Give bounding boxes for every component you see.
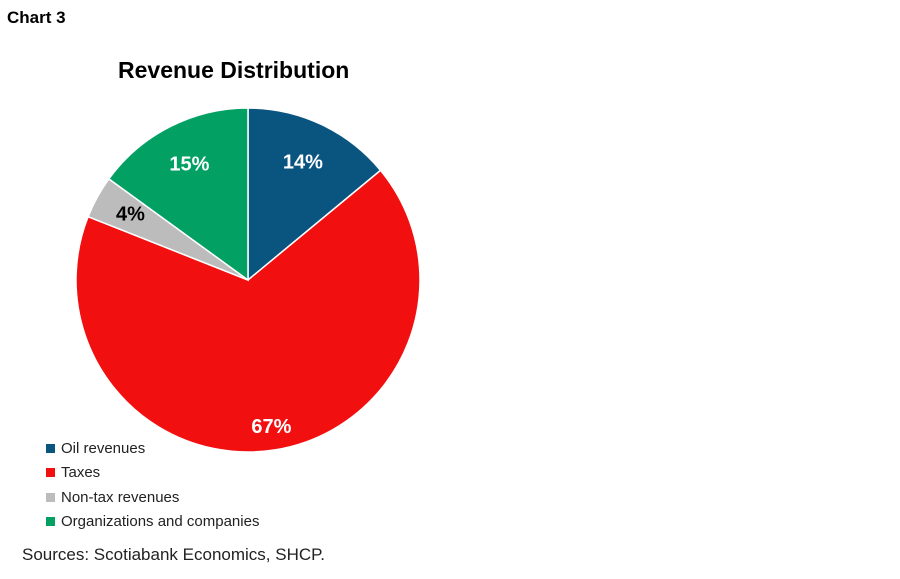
legend-label: Taxes — [61, 464, 101, 482]
chart-legend: Oil revenues Taxes Non-tax revenues Organiz… — [46, 436, 259, 534]
source-note: Sources: Scotiabank Economics, SHCP. — [22, 545, 325, 564]
pie-data-label: 67% — [251, 416, 291, 438]
pie-slice-organizations-and-companies — [107, 107, 249, 282]
legend-swatch — [46, 492, 55, 502]
pie-slice-oil-revenues — [247, 107, 382, 282]
pie-data-label: 14% — [283, 152, 323, 174]
chart-number-label: Chart 3 — [7, 8, 66, 27]
legend-swatch — [46, 443, 55, 453]
legend-label: Oil revenues — [61, 439, 146, 457]
legend-item: Organizations and companies — [46, 510, 259, 535]
legend-swatch — [46, 468, 55, 478]
pie-slice-taxes — [75, 169, 421, 453]
chart-title: Revenue Distribution — [118, 57, 350, 83]
legend-swatch — [46, 517, 55, 527]
legend-item: Oil revenues — [46, 436, 259, 461]
legend-item: Taxes — [46, 461, 259, 486]
legend-label: Organizations and companies — [61, 513, 260, 531]
legend-item: Non-tax revenues — [46, 485, 259, 510]
pie-data-label: 15% — [169, 153, 209, 175]
pie-data-label: 4% — [116, 204, 145, 226]
legend-label: Non-tax revenues — [61, 488, 180, 506]
